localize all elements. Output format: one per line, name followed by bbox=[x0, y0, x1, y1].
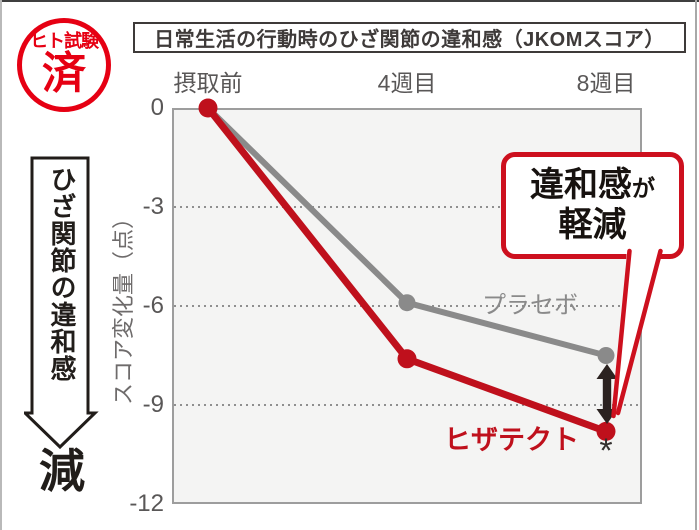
callout-line1-main: 違和感 bbox=[530, 166, 632, 205]
callout-line2: 軽減 bbox=[558, 205, 627, 244]
arrow-vertical-label: ひざ関節の違和感 bbox=[47, 166, 77, 382]
x-axis-label: 4週目 bbox=[377, 70, 437, 96]
data-point bbox=[597, 347, 615, 364]
human-trial-stamp-icon: ヒト試験 済 bbox=[17, 18, 111, 112]
badge-main-text: 済 bbox=[42, 49, 86, 99]
discomfort-down-arrow-icon: ひざ関節の違和感 bbox=[21, 156, 100, 451]
reduce-label: 減 bbox=[39, 445, 85, 497]
y-axis-tick: -12 bbox=[129, 490, 164, 517]
series-label-placebo: プラセボ bbox=[482, 292, 578, 319]
x-axis-label: 摂取前 bbox=[173, 70, 243, 96]
left-divider bbox=[0, 0, 2, 530]
y-axis-ticks: 0 -3 -6 -9 -12 bbox=[70, 94, 164, 517]
x-axis-label: 8週目 bbox=[576, 70, 636, 96]
data-point bbox=[596, 421, 616, 441]
gridline bbox=[174, 404, 640, 406]
series-label-hizatect: ヒザテクト bbox=[444, 425, 579, 455]
difference-arrow-icon bbox=[596, 364, 618, 424]
y-axis-tick: -9 bbox=[142, 391, 164, 418]
plot-layer: プラセボ ヒザテクト * bbox=[172, 98, 642, 504]
data-point bbox=[397, 349, 417, 369]
top-divider bbox=[0, 0, 699, 2]
callout-line1-suffix: が bbox=[632, 175, 655, 202]
y-axis-tick: -6 bbox=[142, 292, 164, 319]
y-axis-tick: 0 bbox=[150, 94, 164, 121]
down-arrow-shape bbox=[21, 156, 99, 450]
data-point bbox=[198, 98, 218, 118]
y-axis-label: スコア変化量（点） bbox=[111, 207, 136, 406]
callout-bubble: 違和感が 軽減 bbox=[501, 152, 684, 259]
significance-asterisk: * bbox=[599, 432, 613, 470]
data-point bbox=[398, 294, 416, 312]
right-divider bbox=[695, 0, 697, 530]
badge-top-text: ヒト試験 bbox=[30, 31, 99, 52]
y-axis-tick: -3 bbox=[142, 193, 164, 220]
x-axis-labels: 摂取前 4週目 8週目 bbox=[172, 64, 642, 96]
gridline bbox=[174, 206, 640, 208]
chart-title: 日常生活の行動時のひざ関節の違和感（JKOMスコア） bbox=[133, 22, 686, 53]
callout-line1: 違和感が bbox=[530, 166, 655, 205]
